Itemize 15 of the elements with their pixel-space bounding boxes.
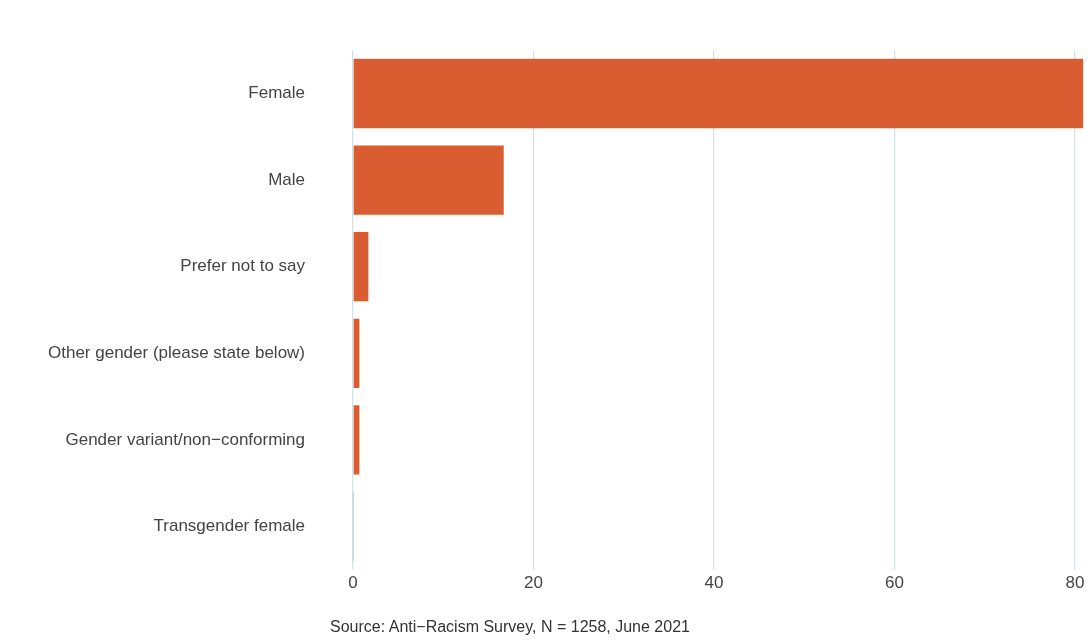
y-tick-label: Other gender (please state below) — [47, 342, 306, 362]
y-tick-label: Prefer not to say — [180, 256, 306, 276]
x-tick-label: 40 — [704, 572, 724, 592]
bar — [353, 232, 369, 302]
x-tick-label: 20 — [524, 572, 543, 592]
x-tick-label: 0 — [348, 572, 358, 592]
y-tick-label: Transgender female — [153, 516, 306, 536]
x-tick-label: 80 — [1065, 572, 1085, 592]
source-note: Source: Anti−Racism Survey, N = 1258, June 2021 — [329, 618, 691, 636]
x-tick-label: 60 — [885, 572, 904, 592]
y-tick-label: Gender variant/non−conforming — [65, 429, 306, 449]
bar — [353, 145, 504, 215]
bar — [353, 58, 1084, 129]
y-tick-label: Female — [248, 83, 306, 103]
y-tick-label: Male — [268, 169, 306, 189]
